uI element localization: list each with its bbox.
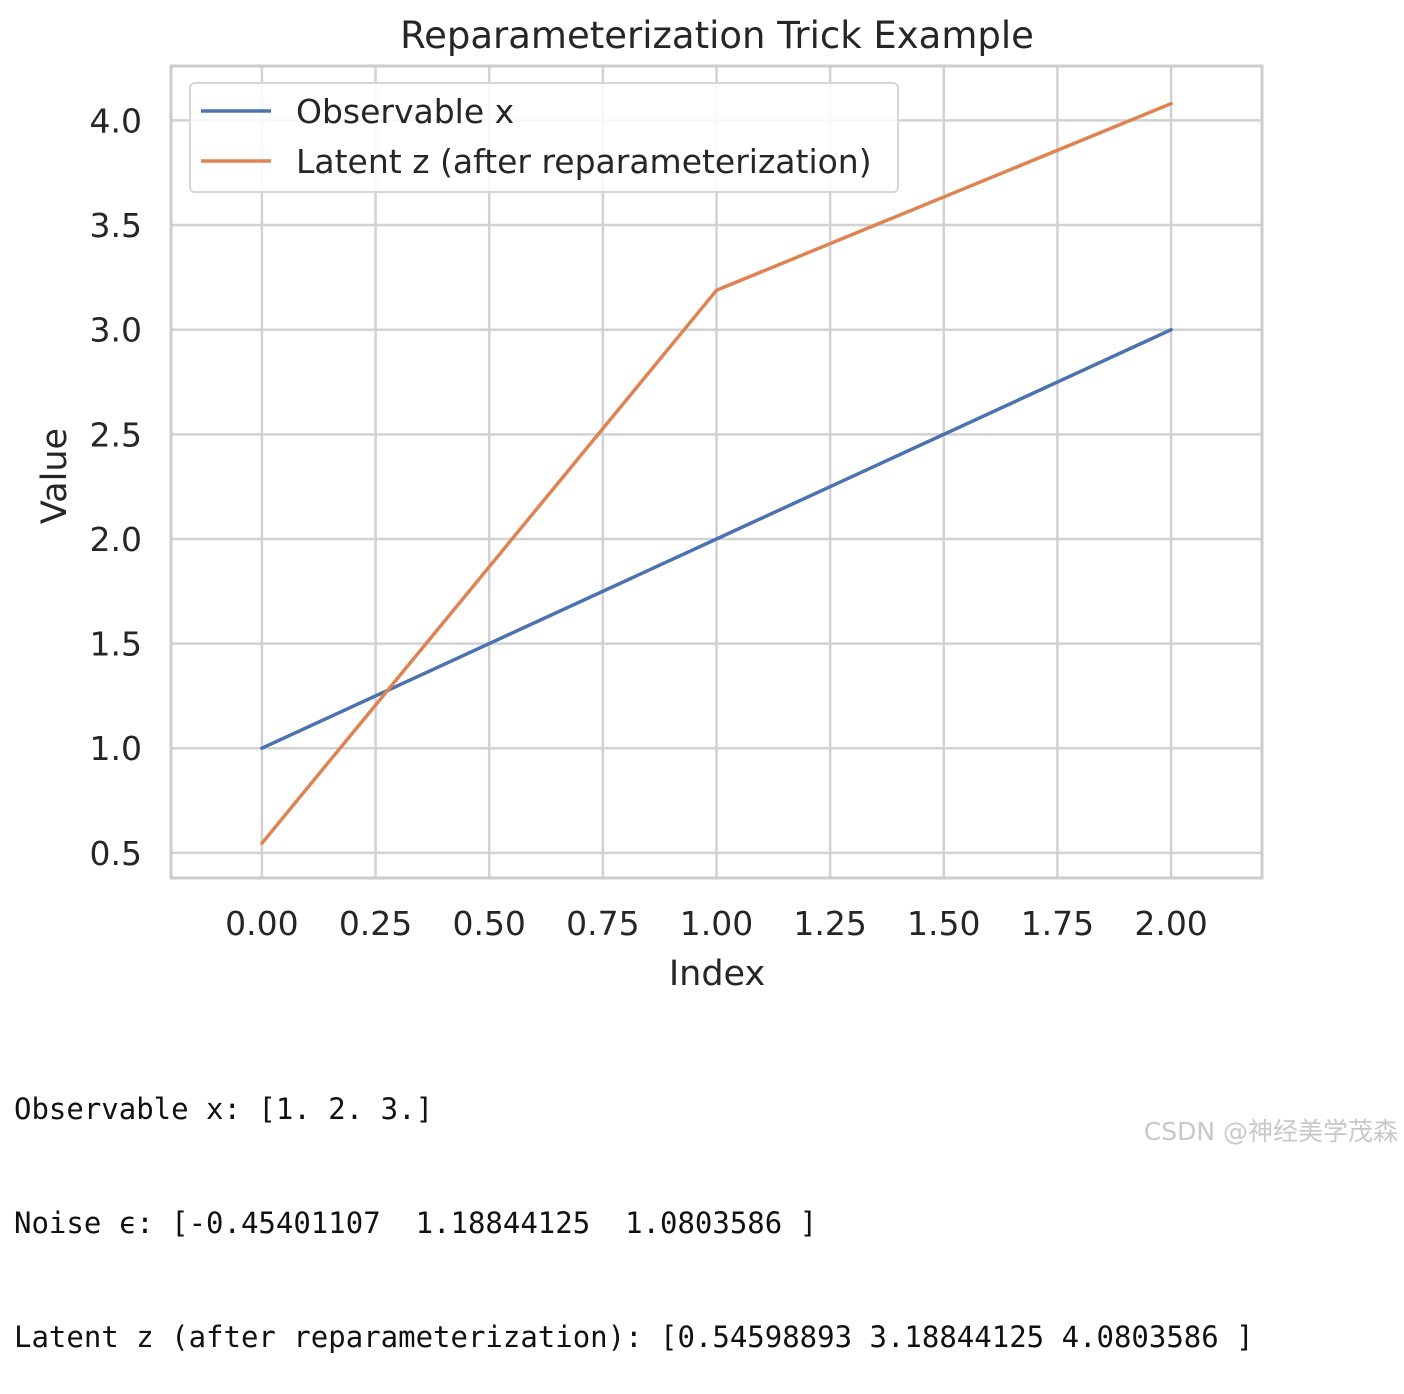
y-tick-label: 3.5: [90, 206, 142, 245]
x-axis-ticks: 0.00 0.25 0.50 0.75 1.00 1.25 1.50 1.75 2.00: [225, 904, 1208, 943]
legend-label-observable-x: Observable x: [296, 92, 514, 131]
x-tick-label: 0.75: [566, 904, 639, 943]
console-output: Observable x: [1. 2. 3.] Noise ϵ: [-0.45…: [14, 1014, 1254, 1394]
plot-frame: [169, 64, 1264, 880]
watermark: CSDN @神经美学茂森: [1143, 1117, 1398, 1146]
y-tick-label: 1.5: [90, 625, 142, 664]
x-tick-label: 1.00: [680, 904, 753, 943]
legend-box: [189, 82, 899, 193]
x-axis-label: Index: [669, 954, 765, 994]
y-axis-label: Value: [35, 428, 75, 524]
grid: [171, 66, 1262, 878]
series-line-0: [260, 327, 1173, 750]
series-line-1: [260, 101, 1173, 846]
y-tick-label: 3.0: [90, 311, 142, 350]
x-tick-label: 1.75: [1021, 904, 1094, 943]
output-line-observable: Observable x: [1. 2. 3.]: [14, 1092, 434, 1126]
x-tick-label: 1.50: [907, 904, 980, 943]
x-tick-label: 0.25: [339, 904, 412, 943]
y-axis-ticks: 0.5 1.0 1.5 2.0 2.5 3.0 3.5 4.0: [90, 101, 142, 872]
x-tick-label: 0.00: [225, 904, 298, 943]
chart-title: Reparameterization Trick Example: [400, 14, 1034, 57]
y-tick-label: 2.0: [90, 520, 142, 559]
y-tick-label: 4.0: [90, 101, 142, 140]
y-tick-label: 1.0: [90, 729, 142, 768]
legend-label-latent-z: Latent z (after reparameterization): [296, 142, 872, 181]
legend: Observable x Latent z (after reparameter…: [189, 82, 899, 193]
chart: Reparameterization Trick Example 0.00 0.2…: [35, 14, 1264, 994]
y-tick-label: 2.5: [90, 415, 142, 454]
x-tick-label: 0.50: [452, 904, 525, 943]
series-lines: [260, 101, 1173, 846]
x-tick-label: 2.00: [1134, 904, 1207, 943]
y-tick-label: 0.5: [90, 834, 142, 873]
x-tick-label: 1.25: [793, 904, 866, 943]
output-line-noise: Noise ϵ: [-0.45401107 1.18844125 1.08035…: [14, 1206, 818, 1240]
output-line-latent: Latent z (after reparameterization): [0.…: [14, 1320, 1254, 1354]
